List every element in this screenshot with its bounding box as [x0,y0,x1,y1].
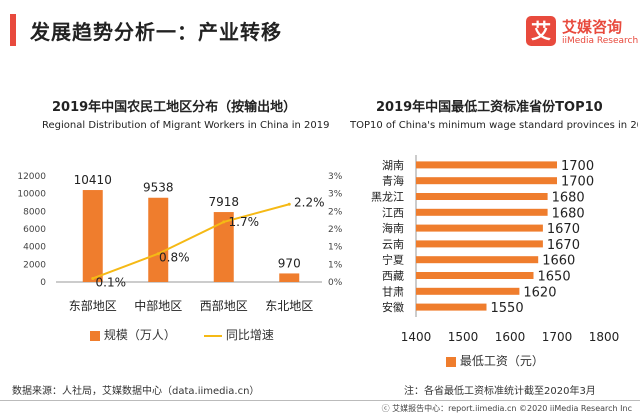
right-chart-subtitle: TOP10 of China's minimum wage standard p… [350,120,638,131]
wage-value-label: 1680 [552,191,585,206]
right-category-label: 甘肃 [382,285,404,298]
right-category-label: 西藏 [382,270,404,283]
right-x-tick-label: 1600 [495,330,526,344]
left-y-tick-label: 12000 [17,172,46,182]
bar-value-label: 970 [278,256,301,270]
left-y-tick-label: 2000 [23,260,46,270]
growth-rate-label: 1.7% [229,215,260,229]
wage-bar [416,224,543,232]
legend-line-swatch-icon [204,334,222,337]
growth-rate-line [92,203,290,280]
right-x-tick-label: 1800 [589,330,620,344]
growth-rate-point [287,202,291,206]
legend-bar-swatch-icon [90,330,100,341]
wage-value-label: 1670 [547,222,580,237]
growth-rate-label: 0.8% [159,251,190,265]
growth-rate-point [91,276,95,280]
wage-bar [416,272,534,279]
wage-bar [416,177,557,185]
right-category-label: 安徽 [382,300,404,314]
growth-rate-point [156,252,160,256]
bar-migrant-workers [82,190,103,282]
wage-value-label: 1670 [547,238,580,253]
wage-value-label: 1660 [542,254,575,269]
left-y-tick-label: 10000 [17,190,46,200]
bar-migrant-workers [213,212,234,282]
legend-wage-swatch-icon [446,356,456,367]
right-category-label: 海南 [382,221,404,235]
left-x-tick-label: 中部地区 [134,298,182,313]
left-y-tick-label: 6000 [23,225,46,235]
wage-bar [416,208,548,216]
right-legend: 最低工资（元） [446,352,544,369]
left-legend-line: 同比增速 [204,326,274,343]
wage-value-label: 1700 [561,175,594,190]
right-y-tick-label: 2% [328,207,343,217]
legend-bar-label: 规模（万人） [103,328,176,342]
left-legend-bar: 规模（万人） [90,326,176,343]
growth-rate-point [222,220,226,224]
footer-text: ⓒ 艾媒报告中心：report.iimedia.cn ©2020 iiMedia… [381,404,632,413]
wage-bar [416,240,543,248]
right-y-tick-label: 3% [328,172,343,182]
right-y-tick-label: 2% [328,225,343,235]
right-category-label: 云南 [382,238,404,251]
left-y-tick-label: 0 [40,278,46,288]
left-chart-subtitle: Regional Distribution of Migrant Workers… [42,120,330,131]
wage-bar [416,256,539,264]
bar-migrant-workers [148,197,169,282]
left-x-tick-label: 西部地区 [200,298,248,313]
right-x-tick-label: 1400 [401,330,432,344]
legend-line-label: 同比增速 [225,328,274,342]
page-title: 发展趋势分析一：产业转移 [30,20,282,44]
logo-mark-icon: 艾 [526,16,556,46]
right-category-label: 江西 [382,206,404,219]
data-note: 注：各省最低工资标准统计截至2020年3月 [404,386,596,397]
logo-name-en: iiMedia Research [562,36,639,46]
right-category-label: 青海 [382,174,404,188]
wage-value-label: 1620 [523,285,556,300]
right-x-tick-label: 1700 [542,330,573,344]
bar-value-label: 10410 [74,173,112,187]
growth-rate-label: 0.1% [96,275,127,289]
wage-value-label: 1550 [491,301,524,316]
left-y-tick-label: 8000 [23,207,46,217]
wage-value-label: 1650 [538,270,571,285]
growth-rate-label: 2.2% [294,195,325,209]
footer-divider [0,400,640,401]
left-chart-title: 2019年中国农民工地区分布（按输出地） [52,100,297,115]
brand-logo: 艾 艾媒咨询 iiMedia Research [526,14,639,54]
title-accent-bar [10,14,16,46]
logo-name-cn: 艾媒咨询 [562,18,623,36]
right-y-tick-label: 1% [328,243,343,253]
wage-bar [416,161,557,169]
wage-value-label: 1680 [552,206,585,221]
wage-value-label: 1700 [561,159,594,174]
bar-value-label: 9538 [143,181,174,195]
right-category-label: 宁夏 [382,253,404,267]
wage-bar [416,193,548,200]
wage-bar [416,303,487,311]
wage-bar [416,287,520,295]
left-x-tick-label: 东部地区 [69,298,117,313]
right-y-tick-label: 3% [328,190,343,200]
bar-migrant-workers [279,273,300,282]
right-x-tick-label: 1500 [448,330,479,344]
bar-value-label: 7918 [208,195,239,209]
left-x-tick-label: 东北地区 [265,299,313,313]
legend-wage-label: 最低工资（元） [459,354,544,368]
right-y-tick-label: 0% [328,278,343,288]
right-category-label: 黑龙江 [371,191,404,204]
right-chart-title: 2019年中国最低工资标准省份TOP10 [376,100,603,115]
right-category-label: 湖南 [382,159,404,172]
left-y-tick-label: 4000 [23,243,46,253]
right-y-tick-label: 1% [328,260,343,270]
data-source: 数据来源：人社局，艾媒数据中心（data.iimedia.cn） [12,386,260,397]
